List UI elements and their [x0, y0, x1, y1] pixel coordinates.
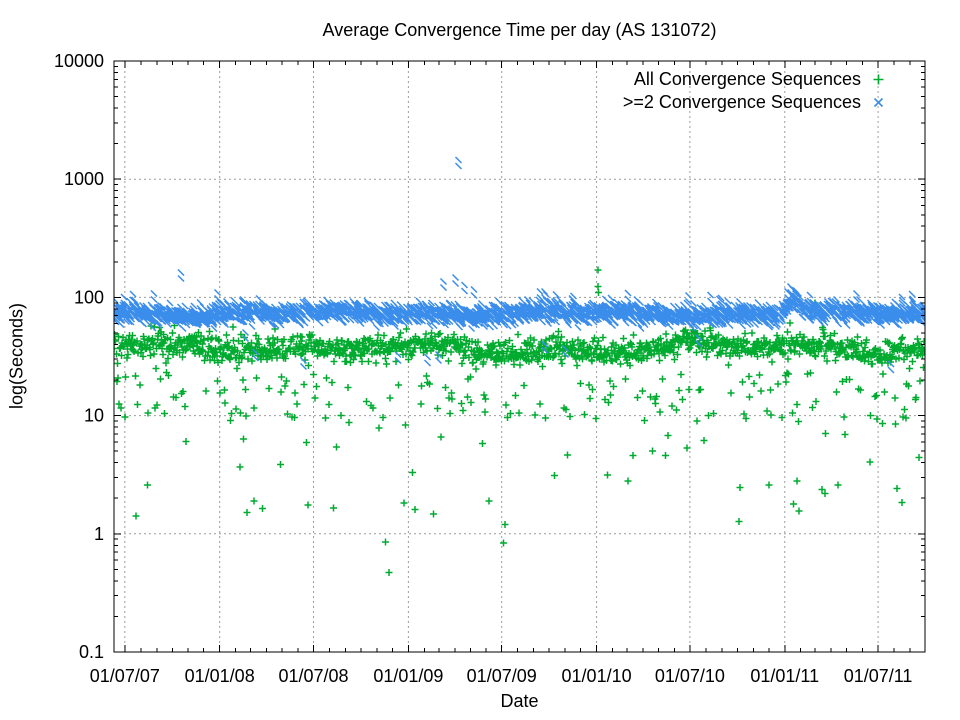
y-tick-label: 1	[94, 524, 104, 544]
x-tick-label: 01/07/09	[467, 666, 537, 686]
x-tick-label: 01/01/09	[373, 666, 443, 686]
x-tick-label: 01/07/08	[278, 666, 348, 686]
plot-border	[113, 60, 926, 653]
cross-marker-icon	[861, 96, 895, 109]
series-points-0	[114, 266, 925, 576]
y-axis-label: log(Seconds)	[6, 302, 27, 410]
x-tick-label: 01/07/10	[655, 666, 725, 686]
x-tick-label: 01/01/10	[562, 666, 632, 686]
y-tick-label: 0.1	[79, 642, 104, 662]
x-axis-label: Date	[500, 691, 539, 711]
legend-label-all-sequences: All Convergence Sequences	[633, 69, 861, 89]
y-tick-label: 100	[74, 287, 104, 307]
y-tick-label: 10	[84, 406, 104, 426]
x-tick-label: 01/07/07	[90, 666, 160, 686]
x-tick-label: 01/01/08	[185, 666, 255, 686]
legend-item-all-sequences: All Convergence Sequences	[623, 68, 895, 91]
series-points-1	[114, 156, 925, 374]
legend-label-ge2-sequences: >=2 Convergence Sequences	[622, 92, 861, 112]
x-tick-label: 01/07/11	[844, 666, 913, 686]
x-tick-label: 01/01/11	[750, 666, 819, 686]
chart-title: Average Convergence Time per day (AS 131…	[322, 20, 717, 40]
y-tick-label: 10000	[54, 51, 104, 71]
plus-marker-icon	[861, 73, 895, 86]
legend-item-ge2-sequences: >=2 Convergence Sequences	[623, 91, 895, 114]
legend: All Convergence Sequences >=2 Convergenc…	[623, 68, 895, 114]
y-tick-label: 1000	[64, 169, 104, 189]
